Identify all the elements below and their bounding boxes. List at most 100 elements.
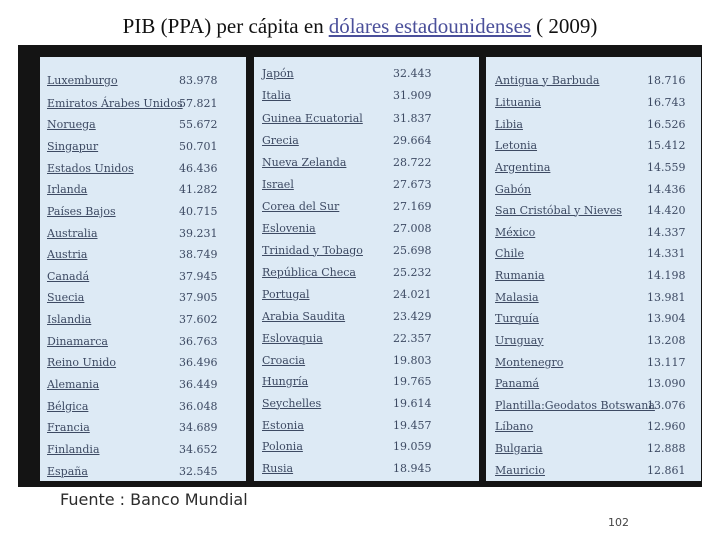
country-link[interactable]: Noruega (47, 117, 96, 131)
table-row: Singapur 50.701 (40, 136, 246, 156)
gdp-value: 31.837 (393, 111, 432, 125)
table-row: Corea del Sur 27.169 (254, 196, 479, 216)
country-link[interactable]: Bélgica (47, 399, 89, 413)
gdp-value: 36.048 (179, 399, 218, 413)
country-link[interactable]: Gabón (495, 182, 532, 196)
table-row: Estados Unidos 46.436 (40, 158, 246, 178)
country-link[interactable]: Grecia (262, 133, 299, 147)
country-link[interactable]: Panamá (495, 376, 540, 390)
country-link[interactable]: Japón (262, 66, 294, 80)
country-link[interactable]: Dinamarca (47, 334, 108, 348)
gdp-value: 22.357 (393, 331, 432, 345)
country-link[interactable]: Australia (47, 226, 98, 240)
country-link[interactable]: Guinea Ecuatorial (262, 111, 363, 125)
table-row: España 32.545 (40, 461, 246, 481)
country-link[interactable]: Letonia (495, 138, 538, 152)
country-link[interactable]: Canadá (47, 269, 90, 283)
gdp-value: 13.076 (647, 398, 686, 412)
gdp-value: 28.722 (393, 155, 432, 169)
gdp-value: 13.090 (647, 376, 686, 390)
country-link[interactable]: México (495, 225, 536, 239)
table-row: Líbano 12.960 (486, 416, 701, 436)
table-row: Croacia 19.803 (254, 350, 479, 370)
country-link[interactable]: Estados Unidos (47, 161, 134, 175)
table-row: Gabón 14.436 (486, 179, 701, 199)
country-link[interactable]: Trinidad y Tobago (262, 243, 363, 257)
country-link[interactable]: Emiratos Árabes Unidos (47, 96, 183, 110)
table-row: Portugal 24.021 (254, 284, 479, 304)
country-link[interactable]: Arabia Saudita (262, 309, 346, 323)
country-link[interactable]: Malasia (495, 290, 539, 304)
table-row: Turquía 13.904 (486, 308, 701, 328)
column-panel-1: Luxemburgo 83.978 Emiratos Árabes Unidos 57… (40, 57, 246, 481)
country-link[interactable]: Nueva Zelanda (262, 155, 347, 169)
country-link[interactable]: Austria (47, 247, 88, 261)
table-row: Australia 39.231 (40, 223, 246, 243)
country-link[interactable]: Eslovaquia (262, 331, 323, 345)
table-row: Hungría 19.765 (254, 371, 479, 391)
gdp-value: 13.904 (647, 311, 686, 325)
country-link[interactable]: Reino Unido (47, 355, 117, 369)
gdp-value: 18.945 (393, 461, 432, 475)
gdp-value: 36.763 (179, 334, 218, 348)
country-link[interactable]: Antigua y Barbuda (495, 73, 600, 87)
country-link[interactable]: Islandia (47, 312, 92, 326)
table-row: Mauricio 12.861 (486, 460, 701, 480)
country-link[interactable]: Líbano (495, 419, 534, 433)
country-link[interactable]: Mauricio (495, 463, 545, 477)
country-link[interactable]: Estonia (262, 418, 304, 432)
country-link[interactable]: Portugal (262, 287, 310, 301)
table-row: Israel 27.673 (254, 174, 479, 194)
country-link[interactable]: San Cristóbal y Nieves (495, 203, 622, 217)
country-link[interactable]: Croacia (262, 353, 306, 367)
gdp-value: 40.715 (179, 204, 218, 218)
country-link[interactable]: Polonia (262, 439, 303, 453)
gdp-value: 41.282 (179, 182, 218, 196)
country-link[interactable]: Israel (262, 177, 294, 191)
country-link[interactable]: Singapur (47, 139, 99, 153)
country-link[interactable]: República Checa (262, 265, 356, 279)
gdp-value: 14.559 (647, 160, 686, 174)
table-row: Arabia Saudita 23.429 (254, 306, 479, 326)
title-link[interactable]: dólares estadounidenses (328, 14, 532, 38)
country-link[interactable]: Luxemburgo (47, 73, 118, 87)
table-row: Japón 32.443 (254, 63, 479, 83)
country-link[interactable]: Países Bajos (47, 204, 116, 218)
table-row: Canadá 37.945 (40, 266, 246, 286)
table-row: Rumania 14.198 (486, 265, 701, 285)
country-link[interactable]: Rumania (495, 268, 545, 282)
gdp-value: 15.412 (647, 138, 686, 152)
table-row: Montenegro 13.117 (486, 352, 701, 372)
title-suffix: ( 2009) (536, 14, 598, 38)
country-link[interactable]: Uruguay (495, 333, 544, 347)
country-link[interactable]: Turquía (495, 311, 539, 325)
gdp-value: 32.545 (179, 464, 218, 478)
country-link[interactable]: Rusia (262, 461, 294, 475)
country-link[interactable]: Francia (47, 420, 90, 434)
gdp-value: 19.765 (393, 374, 432, 388)
country-link[interactable]: Chile (495, 246, 525, 260)
table-row: Antigua y Barbuda 18.716 (486, 70, 701, 90)
country-link[interactable]: Montenegro (495, 355, 564, 369)
country-link[interactable]: Finlandia (47, 442, 100, 456)
table-row: Lituania 16.743 (486, 92, 701, 112)
country-link[interactable]: Irlanda (47, 182, 88, 196)
country-link[interactable]: Libia (495, 117, 523, 131)
country-link[interactable]: Italia (262, 88, 291, 102)
gdp-value: 13.208 (647, 333, 686, 347)
country-link[interactable]: Corea del Sur (262, 199, 340, 213)
gdp-value: 29.664 (393, 133, 432, 147)
country-link[interactable]: Eslovenia (262, 221, 316, 235)
country-link[interactable]: Argentina (495, 160, 551, 174)
country-link[interactable]: Seychelles (262, 396, 322, 410)
country-link[interactable]: Lituania (495, 95, 542, 109)
country-link[interactable]: España (47, 464, 88, 478)
country-link[interactable]: Plantilla:Geodatos Botswana (495, 398, 655, 412)
country-link[interactable]: Alemania (47, 377, 100, 391)
gdp-value: 34.689 (179, 420, 218, 434)
source-note: Fuente : Banco Mundial (60, 490, 248, 509)
country-link[interactable]: Hungría (262, 374, 309, 388)
country-link[interactable]: Bulgaria (495, 441, 543, 455)
country-link[interactable]: Suecia (47, 290, 85, 304)
table-row: Emiratos Árabes Unidos 57.821 (40, 93, 246, 113)
